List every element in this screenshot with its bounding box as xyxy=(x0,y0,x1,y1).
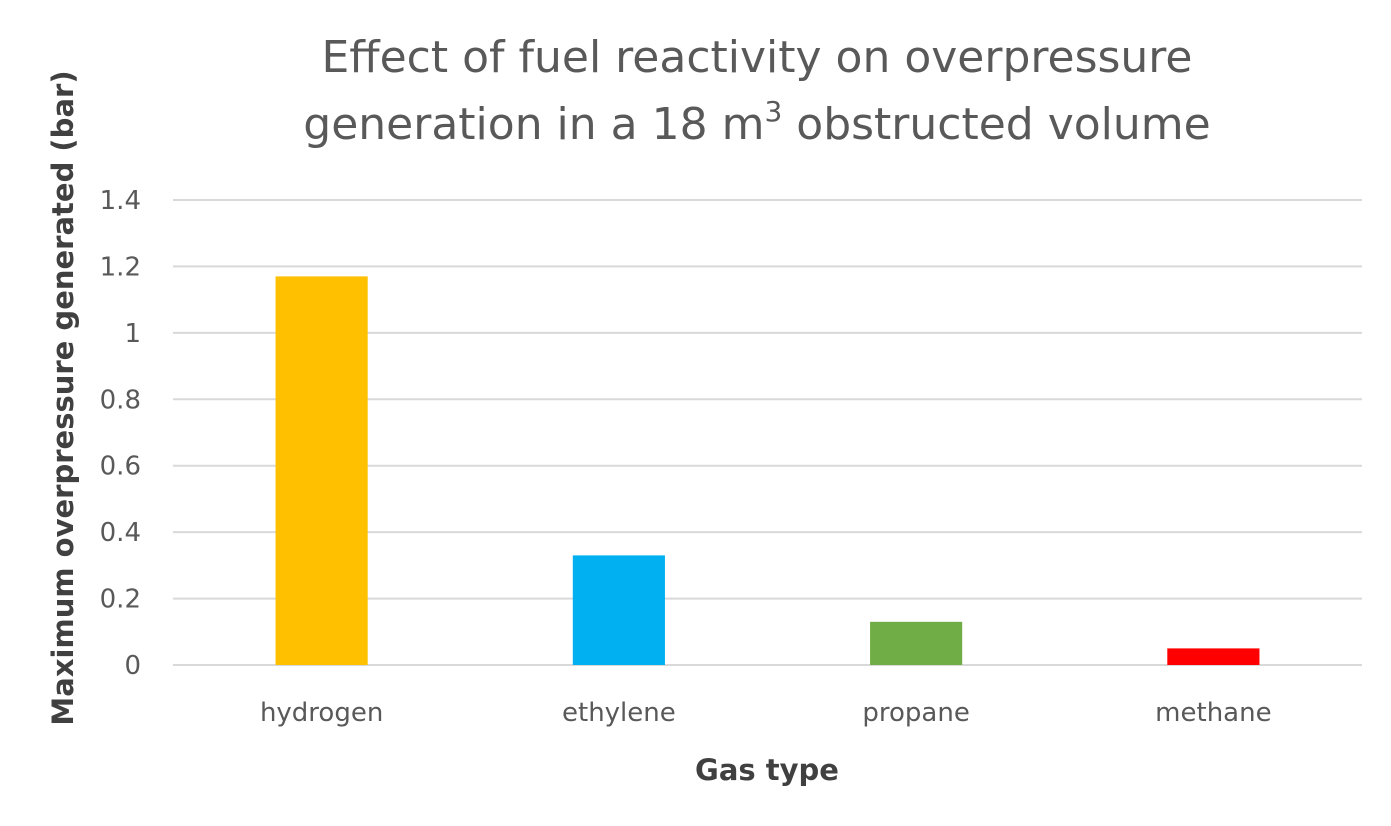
y-tick-label: 1.2 xyxy=(100,252,141,282)
chart-title-line-2-end: obstructed volume xyxy=(782,99,1210,150)
bar-propane xyxy=(870,621,963,665)
y-tick-label: 0.2 xyxy=(100,585,141,615)
x-tick-label-hydrogen: hydrogen xyxy=(260,698,383,728)
y-tick-label: 1.4 xyxy=(100,186,141,216)
gridlines xyxy=(173,199,1362,666)
y-tick-label: 1 xyxy=(124,319,141,349)
y-tick-label: 0.8 xyxy=(100,385,141,415)
chart-title-line-2: generation in a 18 m3 obstructed volume xyxy=(303,95,1210,150)
y-tick-label: 0.6 xyxy=(100,452,141,482)
x-tick-label-propane: propane xyxy=(862,698,969,728)
bar-methane xyxy=(1167,648,1260,665)
chart-title-line-1: Effect of fuel reactivity on overpressur… xyxy=(322,32,1193,83)
x-tick-label-methane: methane xyxy=(1155,698,1271,728)
y-axis-ticks: 0 0.2 0.4 0.6 0.8 1 1.2 1.4 xyxy=(100,186,141,681)
x-axis-ticks: hydrogen ethylene propane methane xyxy=(260,698,1272,728)
y-axis-title: Maximum overpressure generated (bar) xyxy=(46,70,80,725)
y-tick-label: 0 xyxy=(124,651,141,681)
chart-title-superscript: 3 xyxy=(764,95,782,128)
chart-title-line-2-start: generation in a 18 m xyxy=(303,99,764,150)
x-axis-title: Gas type xyxy=(695,753,839,787)
bar-hydrogen xyxy=(275,276,368,665)
bar-ethylene xyxy=(572,555,665,665)
y-tick-label: 0.4 xyxy=(100,518,141,548)
bars xyxy=(275,276,1260,665)
x-tick-label-ethylene: ethylene xyxy=(562,698,676,728)
